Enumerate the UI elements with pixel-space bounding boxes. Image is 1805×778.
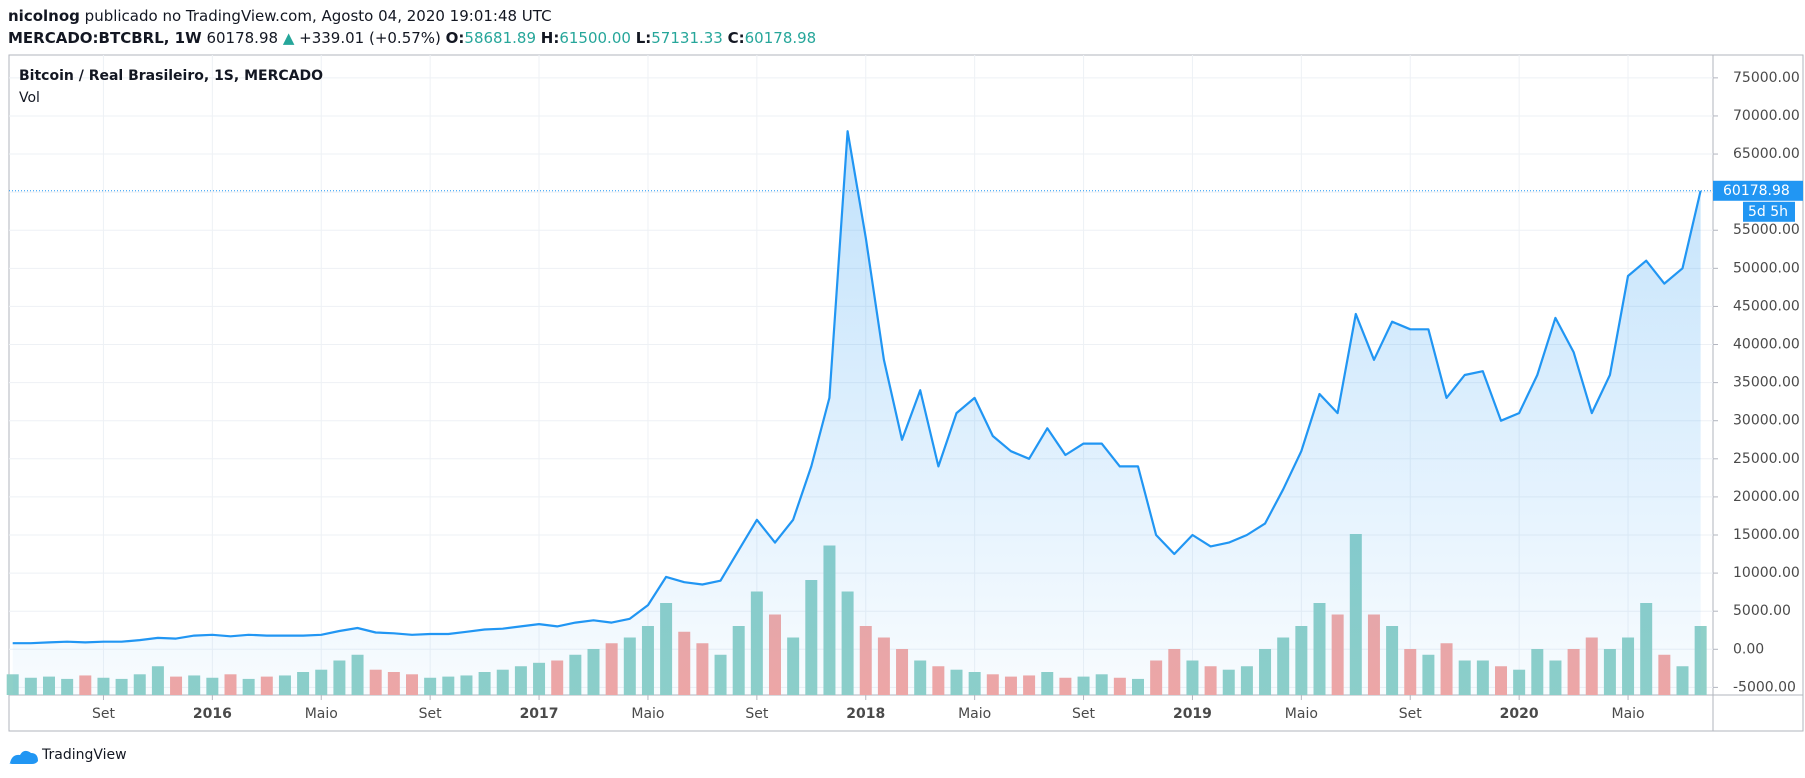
- y-tick-label: 20000.00: [1733, 489, 1800, 505]
- y-tick-label: 35000.00: [1733, 375, 1800, 391]
- change: +339.01 (+0.57%): [299, 29, 441, 47]
- header-line: nicolnog publicado no TradingView.com, A…: [8, 7, 552, 25]
- y-tick-label: 15000.00: [1733, 527, 1800, 543]
- ohlc-label: H:: [541, 29, 560, 47]
- published: publicado no TradingView.com, Agosto 04,…: [85, 7, 552, 25]
- y-tick-label: 25000.00: [1733, 451, 1800, 467]
- x-tick-label: Set: [419, 706, 443, 722]
- frame: [8, 54, 1804, 732]
- y-tick-label: 75000.00: [1733, 70, 1800, 86]
- author: nicolnog: [8, 7, 80, 25]
- x-tick-label: Set: [1072, 706, 1096, 722]
- y-tick-label: 55000.00: [1733, 222, 1800, 238]
- x-tick-label: Maio: [1611, 706, 1644, 722]
- ohlc-value: 57131.33: [651, 29, 723, 47]
- symbol: MERCADO:BTCBRL, 1W: [8, 29, 202, 47]
- y-tick-label: 65000.00: [1733, 146, 1800, 162]
- x-tick-label: Set: [1399, 706, 1423, 722]
- price-line: [12, 130, 1702, 645]
- x-tick-label: Maio: [631, 706, 664, 722]
- y-tick-label: 5000.00: [1733, 603, 1791, 619]
- y-tick-label: 30000.00: [1733, 413, 1800, 429]
- legend-volume: Vol: [19, 90, 40, 106]
- countdown-label: 5d 5h: [1748, 204, 1788, 220]
- footer-logo: [9, 750, 39, 764]
- x-tick-label: Maio: [305, 706, 338, 722]
- y-tick-label: 70000.00: [1733, 108, 1800, 124]
- x-tick-label: Maio: [1285, 706, 1318, 722]
- ohlc-value: 60178.98: [745, 29, 817, 47]
- y-tick-label: 0.00: [1733, 641, 1764, 657]
- countdown-box: [1743, 201, 1795, 222]
- legend-series: Bitcoin / Real Brasileiro, 1S, MERCADO: [19, 68, 323, 84]
- ohlc-label: O:: [446, 29, 465, 47]
- y-tick-label: 50000.00: [1733, 260, 1800, 276]
- ohlc-label: C:: [728, 29, 745, 47]
- ohlc-value: 58681.89: [464, 29, 536, 47]
- x-tick-label: 2016: [193, 706, 232, 722]
- last: 60178.98: [206, 29, 278, 47]
- last-price-box: [1713, 180, 1803, 201]
- x-tick-label: Set: [745, 706, 769, 722]
- y-tick-label: 45000.00: [1733, 298, 1800, 314]
- ohlc-label: L:: [636, 29, 652, 47]
- y-tick-label: 40000.00: [1733, 337, 1800, 353]
- area-fill: [12, 131, 1701, 695]
- last-price-label: 60178.98: [1723, 183, 1790, 199]
- footer-brand: TradingView: [41, 747, 127, 763]
- x-tick-label: 2017: [520, 706, 559, 722]
- x-tick-label: 2019: [1173, 706, 1212, 722]
- x-tick-label: Set: [92, 706, 116, 722]
- symbol-line: MERCADO:BTCBRL, 1W 60178.98 ▲ +339.01 (+…: [8, 29, 816, 47]
- y-tick-label: 10000.00: [1733, 565, 1800, 581]
- x-tick-label: 2020: [1500, 706, 1539, 722]
- y-tick-label: -5000.00: [1733, 679, 1796, 695]
- ohlc-value: 61500.00: [559, 29, 631, 47]
- arrow: ▲: [283, 29, 295, 47]
- x-tick-label: 2018: [846, 706, 885, 722]
- x-tick-label: Maio: [958, 706, 991, 722]
